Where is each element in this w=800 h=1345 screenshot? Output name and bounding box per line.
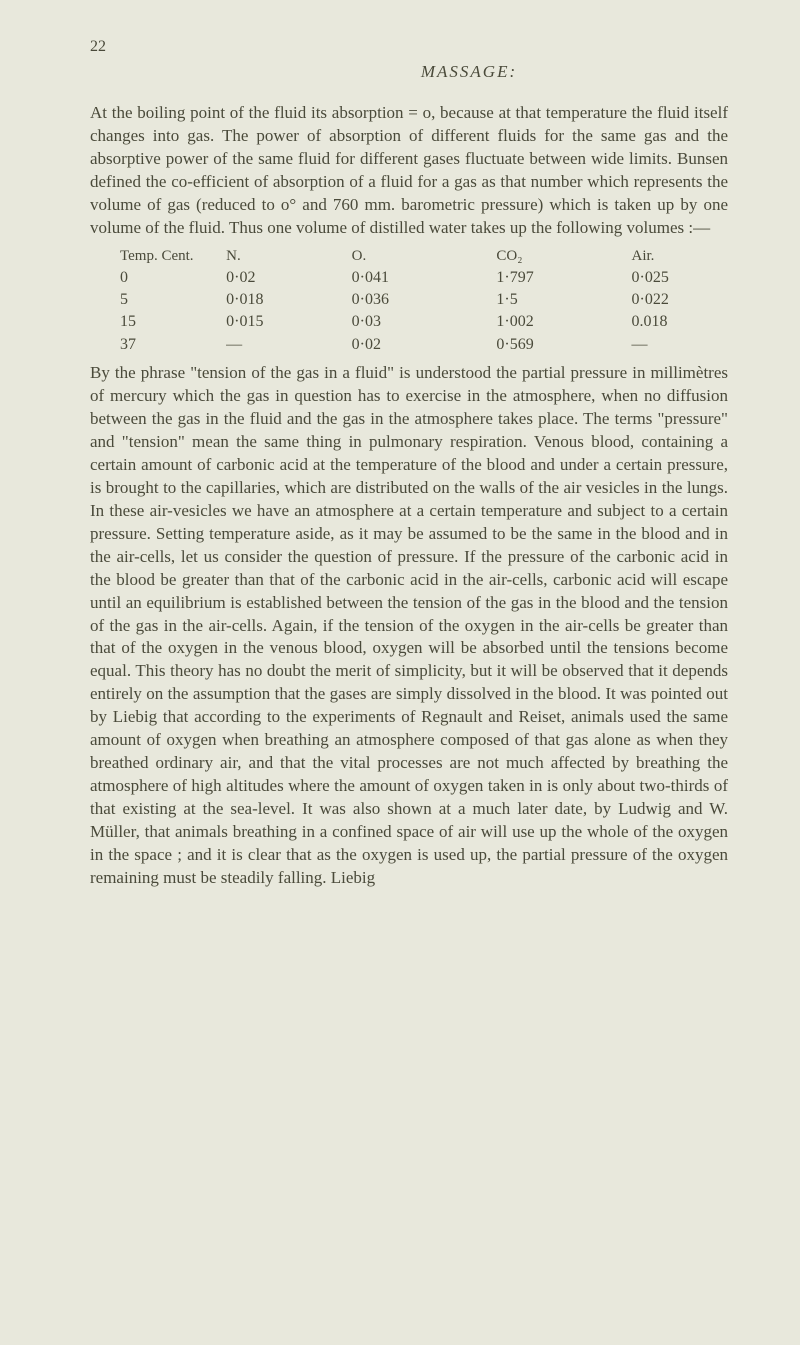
cell-temp: 5: [120, 289, 226, 311]
cell-o: 0·02: [352, 334, 497, 356]
page-number: 22: [90, 38, 728, 56]
cell-co2: 1·5: [496, 289, 631, 311]
cell-n: 0·018: [226, 289, 351, 311]
cell-co2: 1·002: [496, 311, 631, 333]
header-co2: CO₂: [496, 246, 631, 267]
table-row: 15 0·015 0·03 1·002 0.018: [120, 311, 728, 333]
table-row: 5 0·018 0·036 1·5 0·022: [120, 289, 728, 311]
cell-temp: 15: [120, 311, 226, 333]
cell-o: 0·036: [352, 289, 497, 311]
header-air: Air.: [631, 246, 728, 267]
cell-air: 0·022: [631, 289, 728, 311]
cell-air: 0.018: [631, 311, 728, 333]
table-header-row: Temp. Cent. N. O. CO₂ Air.: [120, 246, 728, 267]
absorption-table: Temp. Cent. N. O. CO₂ Air. 0 0·02 0·041 …: [120, 246, 728, 357]
cell-co2: 1·797: [496, 267, 631, 289]
cell-n: —: [226, 334, 351, 356]
cell-n: 0·02: [226, 267, 351, 289]
header-temp: Temp. Cent.: [120, 246, 226, 267]
table-row: 37 — 0·02 0·569 —: [120, 334, 728, 356]
cell-temp: 37: [120, 334, 226, 356]
cell-o: 0·041: [352, 267, 497, 289]
cell-o: 0·03: [352, 311, 497, 333]
header-n: N.: [226, 246, 351, 267]
cell-co2: 0·569: [496, 334, 631, 356]
cell-air: —: [631, 334, 728, 356]
paragraph-2: By the phrase "tension of the gas in a f…: [90, 362, 728, 890]
table-row: 0 0·02 0·041 1·797 0·025: [120, 267, 728, 289]
cell-n: 0·015: [226, 311, 351, 333]
paragraph-1: At the boiling point of the fluid its ab…: [90, 102, 728, 240]
chapter-title: MASSAGE:: [210, 62, 728, 82]
cell-air: 0·025: [631, 267, 728, 289]
header-o: O.: [352, 246, 497, 267]
cell-temp: 0: [120, 267, 226, 289]
